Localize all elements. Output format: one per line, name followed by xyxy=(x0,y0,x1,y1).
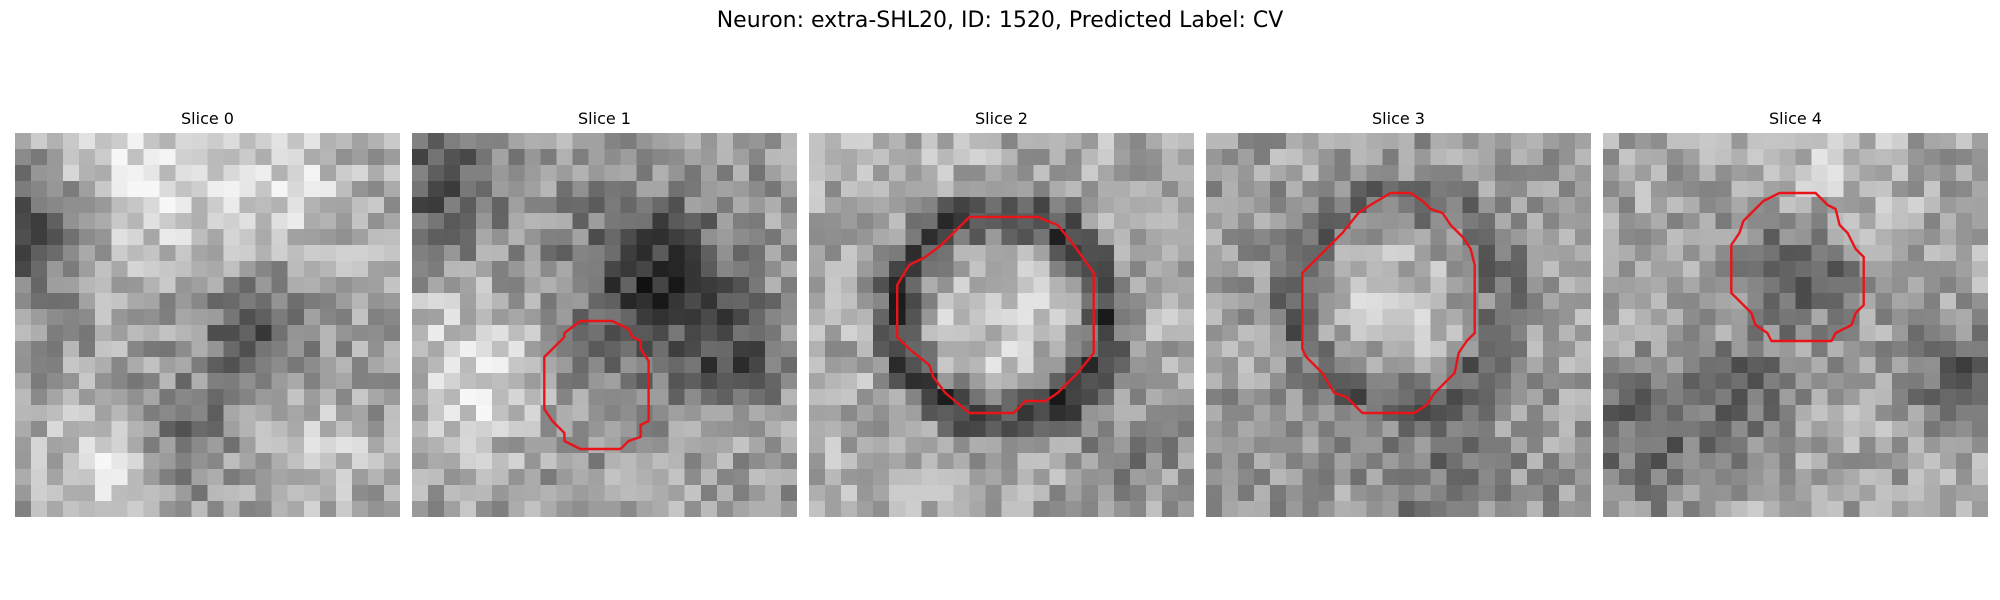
slice-image xyxy=(15,133,400,517)
pixel-grid xyxy=(809,133,1194,517)
slice-image xyxy=(1603,133,1988,517)
slice-title: Slice 1 xyxy=(578,109,631,128)
pixel-grid xyxy=(1206,133,1591,517)
segmentation-outline xyxy=(895,215,1095,415)
segmentation-outline xyxy=(1730,191,1865,343)
pixel-grid xyxy=(15,133,400,517)
slice-svg xyxy=(15,133,400,517)
slice-image xyxy=(412,133,797,517)
segmentation-outline xyxy=(1301,191,1476,415)
slice-panel-0: Slice 0 xyxy=(15,107,400,517)
figure-title: Neuron: extra-SHL20, ID: 1520, Predicted… xyxy=(716,8,1284,33)
slice-panel-1: Slice 1 xyxy=(412,107,797,517)
slice-title: Slice 2 xyxy=(975,109,1028,128)
slice-panel-4: Slice 4 xyxy=(1603,107,1988,517)
segmentation-outline xyxy=(543,319,650,451)
slice-svg xyxy=(412,133,797,517)
slice-image xyxy=(809,133,1194,517)
pixel-grid xyxy=(1603,133,1988,517)
slice-svg xyxy=(809,133,1194,517)
slice-image xyxy=(1206,133,1591,517)
slice-title: Slice 4 xyxy=(1769,109,1822,128)
slice-panel-2: Slice 2 xyxy=(809,107,1194,517)
slice-svg xyxy=(1603,133,1988,517)
slice-title: Slice 0 xyxy=(181,109,234,128)
slice-panel-3: Slice 3 xyxy=(1206,107,1591,517)
pixel-grid xyxy=(412,133,797,517)
slice-title: Slice 3 xyxy=(1372,109,1425,128)
slice-svg xyxy=(1206,133,1591,517)
